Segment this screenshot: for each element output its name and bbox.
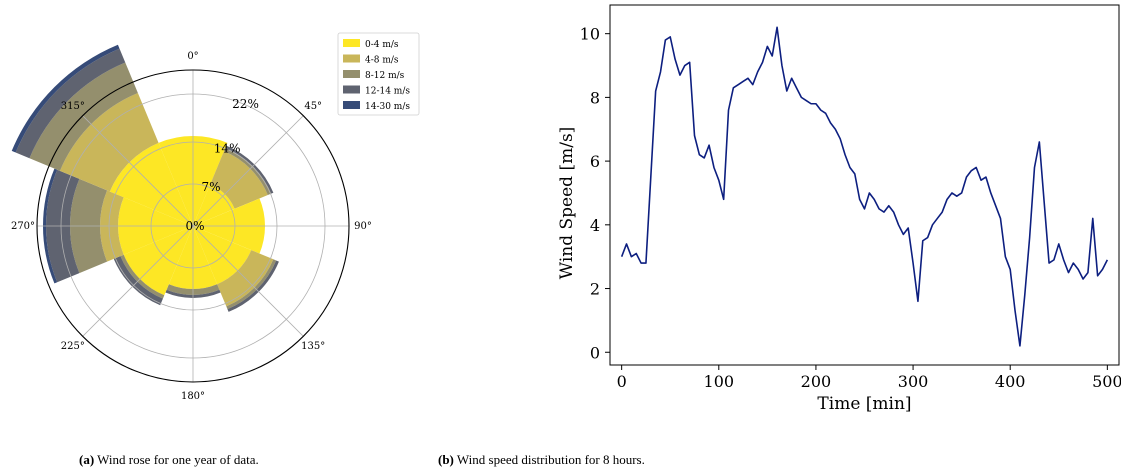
y-tick-label: 6 bbox=[590, 152, 600, 171]
rose-bar-315-3 bbox=[15, 48, 126, 159]
rose-legend-label: 12-14 m/s bbox=[365, 87, 410, 97]
rose-radial-tick-label: 7% bbox=[202, 180, 221, 194]
rose-legend-label: 4-8 m/s bbox=[365, 56, 399, 66]
rose-radial-tick-label: 14% bbox=[214, 141, 241, 155]
rose-direction-label: 315° bbox=[61, 101, 85, 112]
rose-legend-swatch bbox=[343, 39, 360, 47]
x-tick-label: 0 bbox=[617, 372, 627, 391]
rose-direction-label: 135° bbox=[301, 341, 325, 352]
y-tick-label: 0 bbox=[590, 343, 600, 362]
wind-rose-panel: 0° 45° 90° 135° 180° 225° 270° 315° 0% 7% 14% 22% 0-… bbox=[0, 0, 560, 471]
wind-rose-chart: 0° 45° 90° 135° 180° 225° 270° 315° 0% 7% 14% 22% 0-… bbox=[11, 32, 420, 402]
x-tick-label: 100 bbox=[704, 372, 735, 391]
caption-a: (a) Wind rose for one year of data. bbox=[79, 452, 259, 468]
rose-bar-225-3 bbox=[113, 256, 163, 306]
rose-grid-spoke bbox=[82, 115, 194, 227]
rose-bar-135-2 bbox=[226, 259, 277, 310]
rose-legend-box bbox=[337, 32, 420, 116]
rose-direction-label: 270° bbox=[11, 221, 35, 232]
rose-grid-spoke bbox=[82, 225, 194, 337]
rose-direction-label: 0° bbox=[187, 51, 198, 62]
rose-legend-label: 14-30 m/s bbox=[365, 102, 410, 112]
rose-legend-label: 0-4 m/s bbox=[365, 40, 399, 50]
rose-direction-label: 180° bbox=[181, 391, 205, 402]
rose-bar-225-2 bbox=[120, 254, 165, 299]
y-tick-label: 2 bbox=[590, 280, 600, 299]
caption-b-tag: (b) bbox=[438, 452, 454, 467]
rose-grid-spoke bbox=[192, 225, 304, 337]
x-tick-label: 500 bbox=[1092, 372, 1121, 391]
rose-bar-45-2 bbox=[223, 147, 272, 196]
y-tick-label: 8 bbox=[590, 88, 600, 107]
caption-b-text: Wind speed distribution for 8 hours. bbox=[453, 452, 645, 467]
caption-a-tag: (a) bbox=[79, 452, 95, 467]
x-tick-label: 400 bbox=[995, 372, 1026, 391]
wind-speed-line-chart: 0 100 200 300 400 500 0 2 4 6 8 10 Time [min] Wind Sp… bbox=[557, 4, 1121, 414]
caption-a-text: Wind rose for one year of data. bbox=[94, 452, 259, 467]
wind-speed-panel: 0 100 200 300 400 500 0 2 4 6 8 10 Time [min] Wind Sp… bbox=[557, 0, 1121, 471]
rose-legend-label: 8-12 m/s bbox=[365, 71, 405, 81]
rose-legend-swatch bbox=[343, 54, 360, 63]
y-tick-label: 10 bbox=[580, 25, 600, 44]
rose-bar-180-3 bbox=[165, 289, 221, 298]
plot-frame bbox=[609, 4, 1120, 366]
rose-bar-270-4 bbox=[43, 168, 58, 284]
x-tick-label: 300 bbox=[898, 372, 929, 391]
wind-speed-line bbox=[620, 26, 1109, 347]
rose-legend-swatch bbox=[343, 70, 360, 78]
rose-radial-tick-label: 0% bbox=[185, 219, 204, 233]
rose-grid-spoke bbox=[192, 115, 304, 227]
y-tick-label: 4 bbox=[590, 216, 600, 235]
rose-legend-swatch bbox=[343, 101, 360, 109]
rose-outer-circle bbox=[36, 69, 350, 383]
y-axis-label: Wind Speed [m/s] bbox=[557, 127, 577, 280]
rose-direction-label: 225° bbox=[61, 341, 85, 352]
rose-direction-label: 45° bbox=[304, 101, 322, 112]
rose-legend-swatch bbox=[343, 85, 360, 94]
rose-direction-label: 90° bbox=[354, 221, 372, 232]
caption-b: (b) Wind speed distribution for 8 hours. bbox=[438, 452, 645, 468]
x-tick-label: 200 bbox=[801, 372, 832, 391]
rose-radial-tick-label: 22% bbox=[232, 97, 259, 111]
x-axis-label: Time [min] bbox=[817, 394, 911, 414]
